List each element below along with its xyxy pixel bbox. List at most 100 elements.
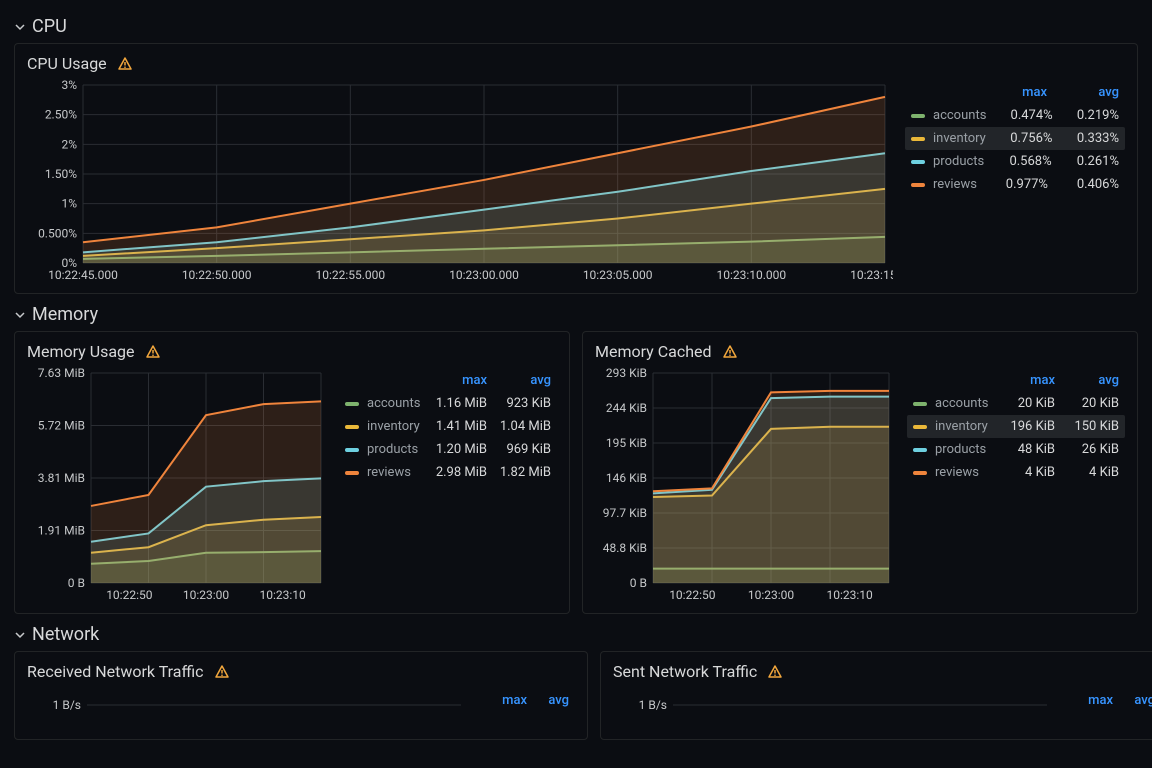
legend-row[interactable]: reviews4 KiB4 KiB <box>907 461 1125 484</box>
legend-row[interactable]: inventory1.41 MiB1.04 MiB <box>339 415 557 438</box>
legend-value-max: 0.568% <box>984 154 1051 169</box>
svg-text:293 KiB: 293 KiB <box>606 367 647 380</box>
legend-col-max[interactable]: max <box>423 373 487 388</box>
legend-col-avg[interactable]: avg <box>1047 85 1119 100</box>
svg-text:10:23:00: 10:23:00 <box>748 588 795 602</box>
legend-header: maxavg <box>1065 689 1152 712</box>
legend-col-avg[interactable]: avg <box>487 373 551 388</box>
memory-usage-chart[interactable]: 0 B1.91 MiB3.81 MiB5.72 MiB7.63 MiB10:22… <box>27 367 327 605</box>
legend-row[interactable]: products48 KiB26 KiB <box>907 438 1125 461</box>
svg-text:2%: 2% <box>61 137 77 151</box>
legend-col-avg[interactable]: avg <box>1113 693 1152 708</box>
legend-value-avg: 0.333% <box>1052 131 1119 146</box>
svg-text:10:23:10.000: 10:23:10.000 <box>716 268 786 282</box>
cpu-usage-legend: maxavgaccounts0.474%0.219%inventory0.756… <box>905 81 1125 196</box>
legend-value-max: 4 KiB <box>991 465 1055 480</box>
section-title: CPU <box>32 16 67 37</box>
svg-text:5.72 MiB: 5.72 MiB <box>38 419 85 433</box>
legend-col-max[interactable]: max <box>1071 693 1113 708</box>
legend-row[interactable]: accounts0.474%0.219% <box>905 104 1125 127</box>
legend-series-name: accounts <box>935 396 991 411</box>
memory-cached-chart[interactable]: 0 B48.8 KiB97.7 KiB146 KiB195 KiB244 KiB… <box>595 367 895 605</box>
svg-text:97.7 KiB: 97.7 KiB <box>603 506 647 520</box>
legend-row[interactable]: inventory196 KiB150 KiB <box>907 415 1125 438</box>
legend-row[interactable]: reviews2.98 MiB1.82 MiB <box>339 461 557 484</box>
legend-col-max[interactable]: max <box>485 693 527 708</box>
section-title: Network <box>32 624 99 645</box>
svg-text:10:22:50: 10:22:50 <box>106 588 153 602</box>
legend-row[interactable]: products1.20 MiB969 KiB <box>339 438 557 461</box>
panel-net-tx: Sent Network Traffic 1 B/s maxavg <box>600 651 1152 740</box>
legend-header: maxavg <box>479 689 575 712</box>
legend-value-avg: 26 KiB <box>1055 442 1119 457</box>
legend-series-name: products <box>935 442 991 457</box>
section-toggle-network[interactable]: Network <box>14 624 1138 645</box>
section-toggle-cpu[interactable]: CPU <box>14 16 1138 37</box>
legend-value-max: 1.16 MiB <box>423 396 487 411</box>
net-rx-chart[interactable]: 1 B/s <box>27 687 467 731</box>
svg-text:10:22:55.000: 10:22:55.000 <box>315 268 385 282</box>
legend-swatch <box>913 448 927 452</box>
legend-value-avg: 4 KiB <box>1055 465 1119 480</box>
svg-text:1 B/s: 1 B/s <box>53 698 81 712</box>
svg-text:10:23:10: 10:23:10 <box>260 588 307 602</box>
svg-text:0 B: 0 B <box>630 576 647 590</box>
legend-swatch <box>911 183 925 187</box>
svg-text:10:23:05.000: 10:23:05.000 <box>583 268 653 282</box>
legend-row[interactable]: reviews0.977%0.406% <box>905 173 1125 196</box>
legend-series-name: inventory <box>933 131 986 146</box>
legend-value-avg: 150 KiB <box>1055 419 1119 434</box>
legend-value-max: 20 KiB <box>991 396 1055 411</box>
legend-col-avg[interactable]: avg <box>1055 373 1119 388</box>
legend-swatch <box>913 425 927 429</box>
legend-row[interactable]: accounts1.16 MiB923 KiB <box>339 392 557 415</box>
panel-title-text: Memory Usage <box>27 342 135 361</box>
svg-text:0 B: 0 B <box>68 576 85 590</box>
svg-text:146 KiB: 146 KiB <box>606 471 647 485</box>
legend-series-name: accounts <box>933 108 986 123</box>
legend-series-name: reviews <box>935 465 991 480</box>
legend-value-max: 0.977% <box>977 177 1048 192</box>
svg-text:10:22:50.000: 10:22:50.000 <box>182 268 252 282</box>
legend-swatch <box>913 402 927 406</box>
legend-col-max[interactable]: max <box>991 373 1055 388</box>
svg-text:0.500%: 0.500% <box>38 226 77 240</box>
svg-text:3.81 MiB: 3.81 MiB <box>38 471 85 485</box>
cpu-usage-chart[interactable]: 0%0.500%1%1.50%2%2.50%3%10:22:45.00010:2… <box>27 79 893 285</box>
warning-icon[interactable] <box>722 344 738 360</box>
panel-net-rx: Received Network Traffic 1 B/s maxavg <box>14 651 588 740</box>
legend-header: maxavg <box>339 369 557 392</box>
legend-col-avg[interactable]: avg <box>527 693 569 708</box>
legend-row[interactable]: products0.568%0.261% <box>905 150 1125 173</box>
section-toggle-memory[interactable]: Memory <box>14 304 1138 325</box>
panel-title-text: Sent Network Traffic <box>613 662 757 681</box>
legend-value-max: 0.474% <box>986 108 1052 123</box>
legend-swatch <box>345 471 359 475</box>
legend-value-max: 48 KiB <box>991 442 1055 457</box>
legend-col-max[interactable]: max <box>975 85 1047 100</box>
legend-row[interactable]: inventory0.756%0.333% <box>905 127 1125 150</box>
legend-value-max: 196 KiB <box>991 419 1055 434</box>
net-tx-chart[interactable]: 1 B/s <box>613 687 1053 731</box>
panel-memory-cached: Memory Cached 0 B48.8 KiB97.7 KiB146 KiB… <box>582 331 1138 614</box>
legend-value-avg: 0.219% <box>1053 108 1119 123</box>
chevron-down-icon <box>14 629 26 641</box>
warning-icon[interactable] <box>117 56 133 72</box>
legend-series-name: products <box>367 442 423 457</box>
legend-swatch <box>911 114 925 118</box>
legend-swatch <box>913 471 927 475</box>
svg-text:10:23:15.000: 10:23:15.000 <box>850 268 893 282</box>
legend-swatch <box>345 425 359 429</box>
memory-cached-legend: maxavg accounts20 KiB20 KiBinventory196 K… <box>907 369 1125 484</box>
warning-icon[interactable] <box>214 664 230 680</box>
memory-usage-legend: maxavgaccounts1.16 MiB923 KiBinventory1.… <box>339 369 557 484</box>
legend-row[interactable]: accounts20 KiB20 KiB <box>907 392 1125 415</box>
net-rx-legend: maxavg <box>479 689 575 712</box>
svg-text:48.8 KiB: 48.8 KiB <box>603 541 647 555</box>
svg-text:10:23:00.000: 10:23:00.000 <box>449 268 519 282</box>
legend-series-name: accounts <box>367 396 423 411</box>
warning-icon[interactable] <box>767 664 783 680</box>
legend-value-avg: 1.04 MiB <box>487 419 551 434</box>
warning-icon[interactable] <box>145 344 161 360</box>
panel-cpu-usage: CPU Usage 0%0.500%1%1.50%2%2.50%3%10:22:… <box>14 43 1138 294</box>
